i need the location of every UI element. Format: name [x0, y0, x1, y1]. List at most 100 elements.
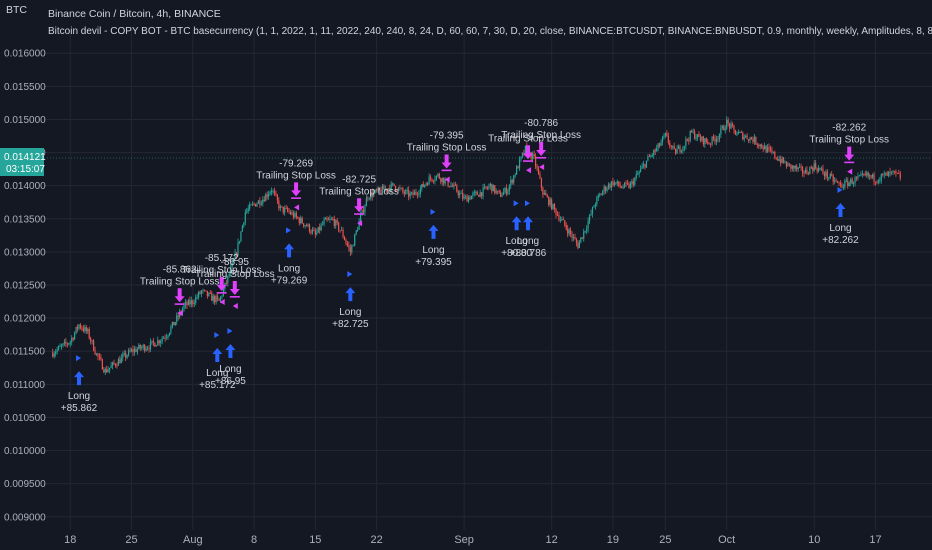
indicator-legend[interactable]: Bitcoin devil - COPY BOT - BTC basecurre…	[48, 26, 932, 37]
candle-body	[378, 187, 381, 190]
candle-body	[785, 162, 788, 167]
candle-body	[831, 174, 833, 176]
candle-body	[187, 300, 190, 306]
candle-body	[336, 220, 338, 223]
trailing-stop-value: -80.786	[524, 118, 558, 129]
candle-body	[537, 168, 540, 175]
candle-body	[279, 206, 281, 209]
long-profit-value: +85.172	[199, 380, 236, 391]
candle-body	[205, 290, 207, 292]
candle-body	[340, 229, 343, 231]
candle-body	[81, 327, 83, 329]
candle-body	[485, 186, 487, 189]
candle-body	[135, 349, 137, 352]
candle-body	[422, 184, 424, 187]
candle-body	[63, 341, 66, 344]
trailing-stop-value: -82.262	[832, 123, 866, 134]
candle-body	[195, 297, 197, 304]
candle-body	[466, 196, 468, 202]
candle-body	[481, 192, 483, 197]
candle-body	[740, 132, 742, 133]
candle-body	[462, 192, 464, 199]
x-tick-label: 19	[607, 534, 619, 546]
exit-bar-icon	[441, 169, 452, 172]
candle-body	[355, 230, 357, 235]
y-tick-label: 0.011500	[4, 347, 45, 358]
candle-body	[263, 199, 265, 202]
candle-body	[558, 215, 560, 221]
candle-body	[708, 143, 710, 145]
x-tick-label: Sep	[454, 534, 474, 546]
candle-body	[540, 178, 543, 188]
candle-body	[362, 209, 365, 213]
candle-body	[358, 221, 360, 230]
trailing-stop-label: Trailing Stop Loss	[809, 135, 889, 146]
y-tick-label: 0.016000	[4, 49, 46, 60]
candle-body	[654, 150, 656, 152]
candle-body	[348, 245, 350, 248]
candle-body	[270, 190, 273, 193]
candle-body	[895, 171, 897, 173]
candle-body	[717, 138, 719, 140]
candle-body	[320, 224, 322, 231]
candle-body	[88, 329, 90, 339]
y-tick-label: 0.013000	[4, 247, 46, 258]
candle-body	[377, 187, 379, 191]
candle-body	[402, 188, 404, 192]
candle-body	[794, 166, 796, 169]
candle-body	[552, 204, 554, 210]
candle-body	[289, 211, 292, 215]
candle-body	[784, 162, 786, 164]
candle-body	[567, 228, 569, 234]
candle-body	[778, 159, 780, 161]
long-profit-value: +86.95	[215, 376, 246, 387]
candle-body	[163, 337, 165, 339]
candle-body	[565, 225, 567, 229]
exit-arrow-icon	[291, 182, 302, 197]
candle-body	[672, 146, 674, 147]
y-tick-label: 0.010000	[4, 446, 46, 457]
candle-body	[586, 228, 588, 232]
candle-body	[692, 131, 694, 133]
candle-body	[876, 182, 878, 183]
candle-body	[66, 343, 68, 345]
candle-body	[781, 157, 783, 163]
candle-body	[736, 134, 738, 135]
chart-title: Binance Coin / Bitcoin, 4h, BINANCE	[48, 8, 221, 20]
candle-body	[723, 126, 725, 131]
candle-body	[69, 341, 71, 344]
candle-body	[184, 302, 187, 305]
candle-body	[869, 175, 871, 177]
candle-body	[346, 242, 349, 246]
candle-body	[612, 181, 614, 186]
candle-body	[704, 138, 706, 145]
trailing-stop-value: -85.172	[205, 253, 239, 264]
candle-body	[491, 183, 493, 192]
candle-body	[249, 204, 251, 209]
candle-body	[208, 292, 210, 296]
candle-body	[749, 137, 751, 141]
candle-body	[844, 180, 846, 188]
candle-body	[193, 303, 195, 304]
candle-body	[810, 167, 812, 169]
candle-body	[513, 175, 515, 183]
candle-body	[469, 197, 471, 200]
candle-body	[316, 232, 318, 235]
candle-body	[505, 187, 508, 194]
candle-body	[394, 185, 397, 191]
candle-body	[87, 329, 89, 332]
candle-body	[834, 180, 836, 182]
candle-body	[530, 152, 532, 160]
candle-body	[712, 136, 715, 139]
candle-body	[373, 192, 375, 197]
candle-body	[138, 344, 140, 350]
candle-body	[873, 174, 875, 182]
candle-body	[860, 174, 862, 176]
candle-body	[893, 170, 896, 172]
candle-body	[845, 180, 847, 182]
candle-body	[84, 327, 86, 331]
candle-body	[95, 353, 98, 355]
candle-body	[117, 359, 119, 366]
candle-body	[899, 173, 901, 179]
